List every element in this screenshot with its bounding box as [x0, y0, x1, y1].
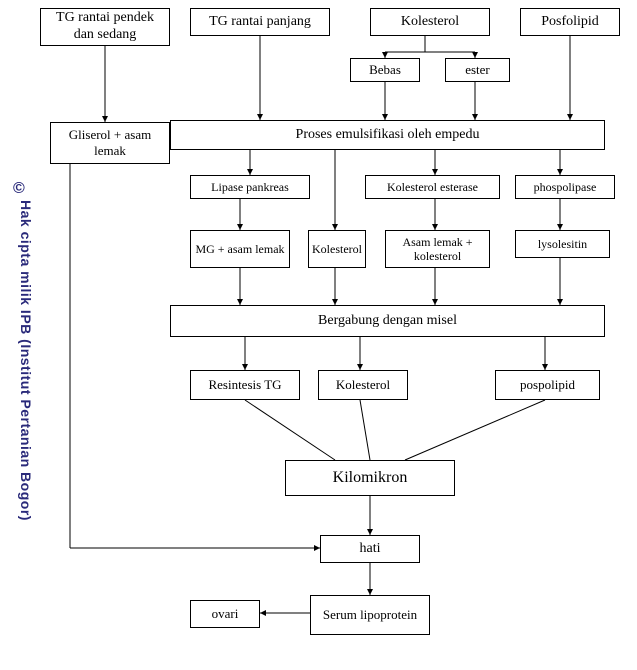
node-mg_asam: MG + asam lemak [190, 230, 290, 268]
edge-25 [360, 400, 370, 460]
copyright-symbol: © [13, 180, 25, 198]
node-hati: hati [320, 535, 420, 563]
node-misel: Bergabung dengan misel [170, 305, 605, 337]
node-kolesterol_top: Kolesterol [370, 8, 490, 36]
node-lipase: Lipase pankreas [190, 175, 310, 199]
node-phospolipase: phospolipase [515, 175, 615, 199]
node-kol_esterase: Kolesterol esterase [365, 175, 500, 199]
node-lysolesitin: lysolesitin [515, 230, 610, 258]
node-tg_panjang: TG rantai panjang [190, 8, 330, 36]
node-posfolipid: Posfolipid [520, 8, 620, 36]
watermark-text: Hak cipta milik IPB (Institut Pertanian … [18, 200, 34, 521]
node-tg_pendek: TG rantai pendek dan sedang [40, 8, 170, 46]
node-kolesterol_low: Kolesterol [318, 370, 408, 400]
node-emulsifikasi: Proses emulsifikasi oleh empedu [170, 120, 605, 150]
node-kolesterol_mid: Kolesterol [308, 230, 366, 268]
edge-26 [405, 400, 545, 460]
node-kilomikron: Kilomikron [285, 460, 455, 496]
node-gliserol: Gliserol + asam lemak [50, 122, 170, 164]
node-ovari: ovari [190, 600, 260, 628]
node-ester: ester [445, 58, 510, 82]
node-bebas: Bebas [350, 58, 420, 82]
node-serum: Serum lipoprotein [310, 595, 430, 635]
node-resintesis: Resintesis TG [190, 370, 300, 400]
node-asam_kol: Asam lemak + kolesterol [385, 230, 490, 268]
edge-24 [245, 400, 335, 460]
node-pospolipid_low: pospolipid [495, 370, 600, 400]
